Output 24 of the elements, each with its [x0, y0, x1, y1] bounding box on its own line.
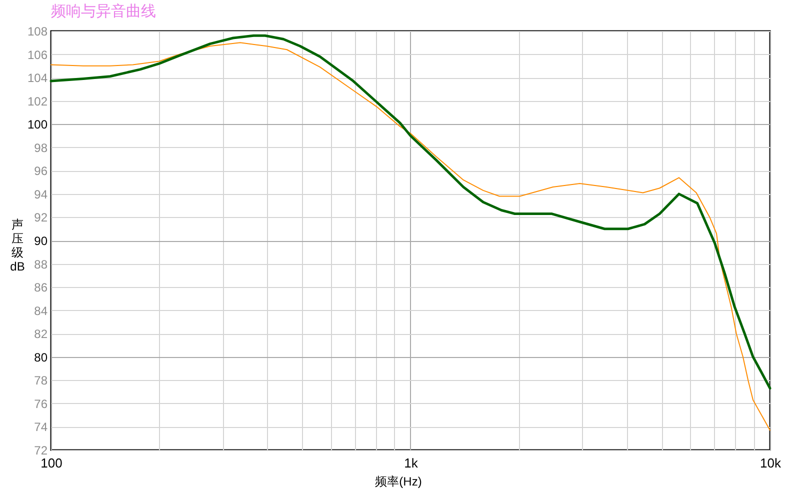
y-tick-label: 100: [27, 118, 48, 132]
y-tick-label: 102: [27, 94, 48, 108]
y-tick-label: 72: [34, 444, 48, 458]
y-tick-label: 80: [34, 350, 48, 364]
x-tick-label: 1k: [404, 456, 418, 470]
y-tick-label: 94: [34, 187, 48, 202]
y-tick-label: 96: [34, 164, 48, 178]
y-tick-label: 82: [34, 327, 48, 342]
y-tick-label: 74: [34, 420, 48, 434]
x-axis-title: 频率(Hz): [375, 474, 422, 488]
y-axis-title: 声压级 dB: [10, 218, 25, 274]
y-tick-label: 90: [34, 234, 48, 248]
y-tick-label: 92: [34, 210, 48, 225]
y-tick-label: 84: [34, 304, 48, 318]
y-tick-label: 86: [34, 280, 48, 295]
y-tick-label: 76: [34, 396, 48, 411]
y-tick-label: 108: [27, 24, 48, 38]
x-tick-label: 10k: [760, 456, 782, 470]
y-tick-label: 98: [34, 140, 48, 155]
chart-title: 频响与异音曲线: [51, 3, 156, 20]
y-tick-label: 78: [34, 374, 48, 388]
y-tick-label: 104: [27, 71, 48, 86]
y-tick-label: 106: [27, 48, 48, 62]
y-tick-label: 88: [34, 257, 48, 272]
